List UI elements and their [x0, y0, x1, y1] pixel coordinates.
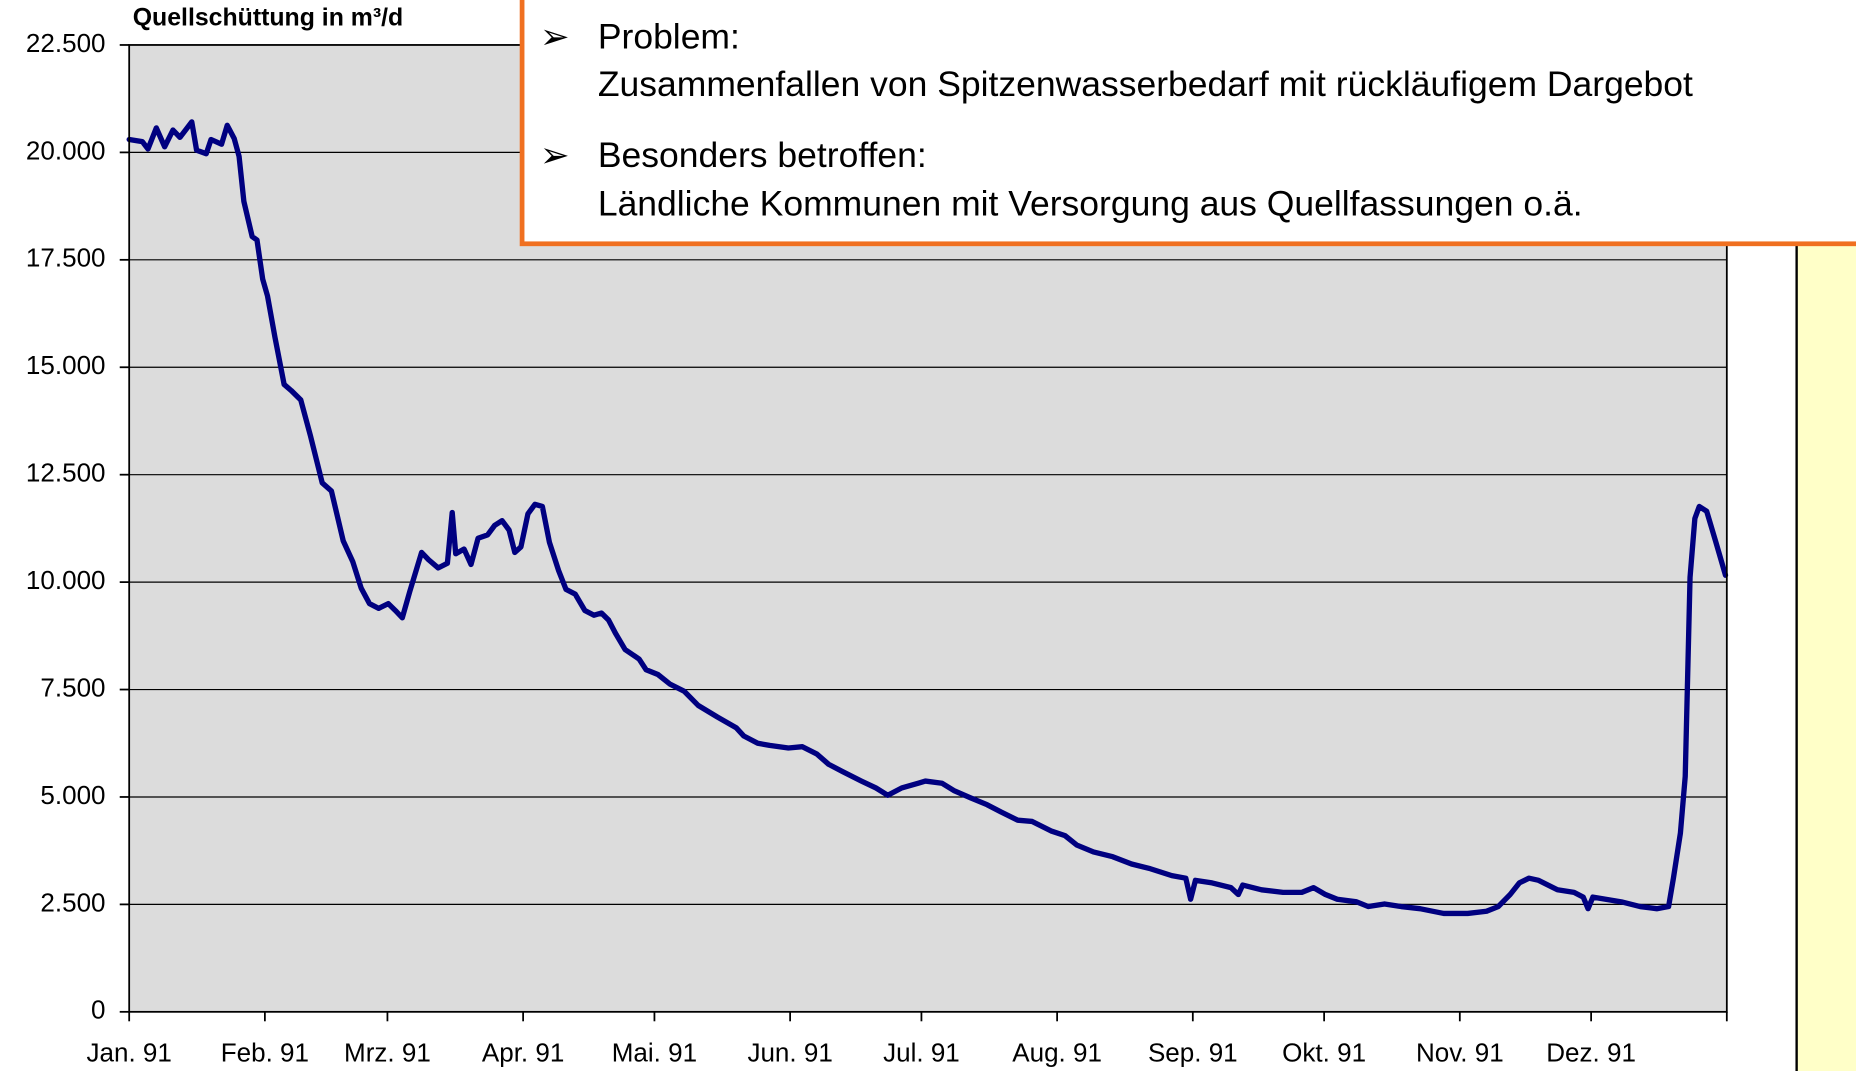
y-tick-label: 22.500 [26, 28, 106, 58]
axes: 0 2.500 5.000 7.500 10.000 12.500 15.000 17.500… [26, 28, 1636, 1067]
side-panel [1795, 235, 1856, 1071]
y-tick-label: 12.500 [26, 458, 106, 488]
x-tick-label: Jan. 91 [87, 1037, 172, 1067]
x-tick-label: Feb. 91 [221, 1037, 309, 1067]
y-tick-label: 17.500 [26, 243, 106, 273]
marks [126, 119, 1729, 917]
bullet: ➢ [540, 16, 570, 56]
y-tick-label: 15.000 [26, 350, 106, 380]
x-tick-label: Sep. 91 [1148, 1037, 1238, 1067]
x-tick-label: Mrz. 91 [344, 1037, 431, 1067]
callout-text: Zusammenfallen von Spitzenwasserbedarf m… [598, 64, 1693, 104]
y-tick-label: 5.000 [40, 780, 105, 810]
y-tick-label: 0 [91, 995, 105, 1025]
callout: ➢ Problem: Zusammenfallen von Spitzenwas… [519, 0, 1856, 247]
x-tick-label: Nov. 91 [1416, 1037, 1504, 1067]
x-tick-label: Mai. 91 [612, 1037, 697, 1067]
y-tick-label: 10.000 [26, 565, 106, 595]
x-tick-label: Aug. 91 [1012, 1037, 1102, 1067]
y-tick-label: 20.000 [26, 135, 106, 165]
callout-text: Ländliche Kommunen mit Versorgung aus Qu… [598, 183, 1583, 223]
y-tick-label: 7.500 [40, 672, 105, 702]
y-tick-label: 2.500 [40, 887, 105, 917]
callout-heading: Besonders betroffen: [598, 135, 927, 175]
x-tick-label: Dez. 91 [1546, 1037, 1636, 1067]
x-tick-label: Jun. 91 [747, 1037, 832, 1067]
callout-box [519, 0, 1856, 247]
x-tick-label: Jul. 91 [883, 1037, 960, 1067]
data-line [126, 119, 1729, 917]
x-tick-label: Apr. 91 [482, 1037, 564, 1067]
x-tick-label: Okt. 91 [1282, 1037, 1366, 1067]
y-axis-title: Quellschüttung in m³/d [133, 4, 404, 31]
bullet: ➢ [540, 135, 570, 175]
callout-heading: Problem: [598, 16, 740, 56]
